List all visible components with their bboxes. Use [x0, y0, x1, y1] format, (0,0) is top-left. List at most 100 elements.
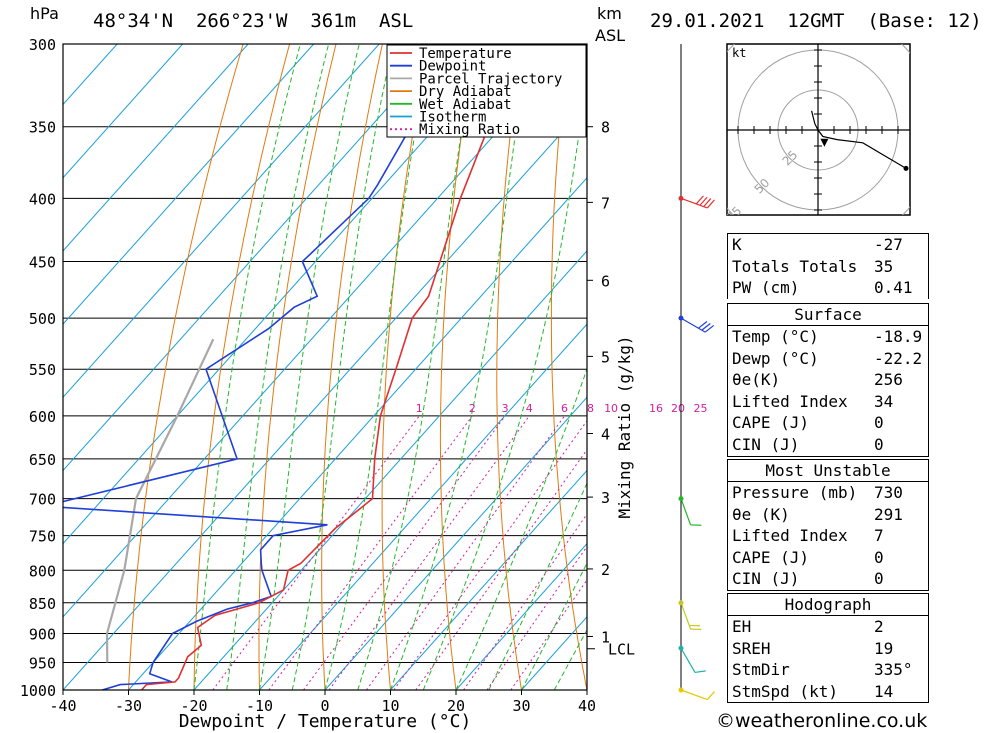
x-tick-label: -40 [49, 697, 76, 715]
isotherm-line [63, 44, 446, 472]
index-value: 2 [874, 617, 884, 636]
copyright-text[interactable]: ©weatheronline.co.uk [716, 710, 928, 732]
index-row: CAPE (J) 0 [728, 412, 928, 434]
index-value: 0 [874, 547, 884, 567]
mixing-ratio-axis-title: Mixing Ratio (g/kg) [615, 335, 634, 518]
wind-barb-shaft [680, 317, 706, 333]
index-row: CIN (J) 0 [728, 568, 928, 590]
index-value: 0 [874, 413, 884, 433]
axes: 1 2 3 4 6 8 10 16 20 2530035040045050055060065070… [20, 36, 708, 732]
index-label: θe(K) [732, 370, 781, 390]
x-tick-label: -30 [115, 697, 142, 715]
wet-adiabat [226, 44, 330, 690]
index-value: 19 [874, 638, 894, 658]
index-row: Lifted Index 34 [728, 391, 928, 413]
hodograph-indices: Hodograph EH 2 SREH 19 StmDir 335° StmSpd (… [727, 593, 929, 704]
index-label: StmDir [732, 660, 790, 680]
x-axis-title: Dewpoint / Temperature (°C) [179, 711, 472, 732]
x-tick-label: -10 [246, 697, 273, 715]
index-value: 34 [874, 391, 894, 411]
pressure-tick-label: 450 [29, 254, 56, 272]
isotherm-line [63, 44, 249, 252]
index-value: 0 [874, 434, 884, 454]
index-row: StmSpd (kt) 14 [728, 681, 928, 703]
index-label: Lifted Index [732, 391, 848, 411]
mixing-ratio-label: 20 [671, 402, 685, 415]
index-label: StmSpd (kt) [732, 681, 838, 701]
mixing-ratio-label: 25 [693, 402, 707, 415]
dry-adiabat [986, 44, 1000, 690]
legend-box [386, 44, 587, 138]
index-value: 0 [874, 569, 884, 589]
hodograph-ring-label: 75 [724, 204, 745, 225]
x-tick-label: 20 [447, 697, 465, 715]
isotherm-line [63, 44, 315, 325]
wind-barb-shaft [680, 689, 708, 701]
isotherm-line [193, 250, 587, 690]
wind-barb-flag [699, 196, 708, 206]
hodograph-trace [811, 110, 907, 169]
dry-adiabat [381, 44, 430, 690]
km-tick-label: 6 [601, 272, 610, 290]
dry-adiabat [439, 44, 476, 690]
pressure-tick-label: 600 [29, 408, 56, 426]
dry-adiabat [655, 44, 718, 690]
temperature-line [141, 44, 560, 690]
index-value: -18.9 [874, 327, 923, 346]
isotherm-line [128, 176, 587, 690]
wind-barb-flag [695, 195, 704, 205]
most-unstable-indices: Most Unstable Pressure (mb) 730 θe (K) 291… [727, 459, 929, 591]
storm-motion-marker [820, 138, 829, 147]
pressure-tick-label: 350 [29, 119, 56, 137]
hodograph-unit-label: kt [732, 46, 746, 60]
index-value: 35 [874, 256, 894, 276]
legend-label: Mixing Ratio [419, 122, 520, 138]
hodograph-title: Hodograph [728, 594, 928, 616]
wind-barb-flag [706, 691, 715, 700]
index-label: SREH [732, 638, 771, 658]
index-label: Pressure (mb) [732, 483, 858, 502]
isotherm-line [63, 44, 380, 399]
mixing-ratio-label: 3 [502, 402, 509, 415]
legend-label: Isotherm [419, 110, 486, 126]
index-label: CAPE (J) [732, 413, 810, 433]
index-row: Pressure (mb) 730 [728, 482, 928, 504]
km-tick-label: 3 [601, 489, 610, 507]
mixing-ratio-line [365, 415, 565, 690]
wind-barb-shaft [680, 197, 708, 209]
pressure-tick-label: 700 [29, 491, 56, 509]
km-tick-label: 2 [601, 561, 610, 579]
wet-adiabat [259, 44, 360, 690]
hpa-label: hPa [30, 4, 59, 23]
index-value: -27 [874, 235, 903, 254]
mixing-ratio-label: 8 [587, 402, 594, 415]
pressure-tick-label: 650 [29, 451, 56, 469]
pressure-tick-label: 500 [29, 310, 56, 328]
dry-adiabat [258, 44, 337, 690]
hodograph-end-dot [903, 165, 909, 171]
index-label: PW (cm) [732, 278, 800, 298]
mixing-ratio-line [415, 448, 587, 690]
pressure-tick-label: 850 [29, 595, 56, 613]
wind-barb-flag [706, 199, 715, 209]
km-tick-label: 8 [601, 119, 610, 137]
mixing-ratio-line [212, 415, 420, 690]
legend-label: Dewpoint [419, 59, 486, 75]
mixing-ratio-line [393, 419, 587, 690]
index-row: θe (K) 291 [728, 504, 928, 526]
legend-label: Dry Adiabat [419, 84, 512, 100]
surface-indices: Surface Temp (°C) -18.9 Dewp (°C) -22.2 θe… [727, 303, 929, 457]
mixing-ratio-line [268, 415, 473, 690]
lcl-label: LCL [608, 641, 635, 659]
isotherm-line [63, 44, 577, 618]
parcel-trajectory [105, 338, 215, 663]
mixing-ratio-line [510, 579, 587, 690]
isotherm-line [259, 323, 587, 690]
pressure-tick-label: 400 [29, 190, 56, 208]
index-row: SREH 19 [728, 638, 928, 660]
index-label: CIN (J) [732, 434, 800, 454]
mixing-ratio-label: 1 [416, 402, 423, 415]
